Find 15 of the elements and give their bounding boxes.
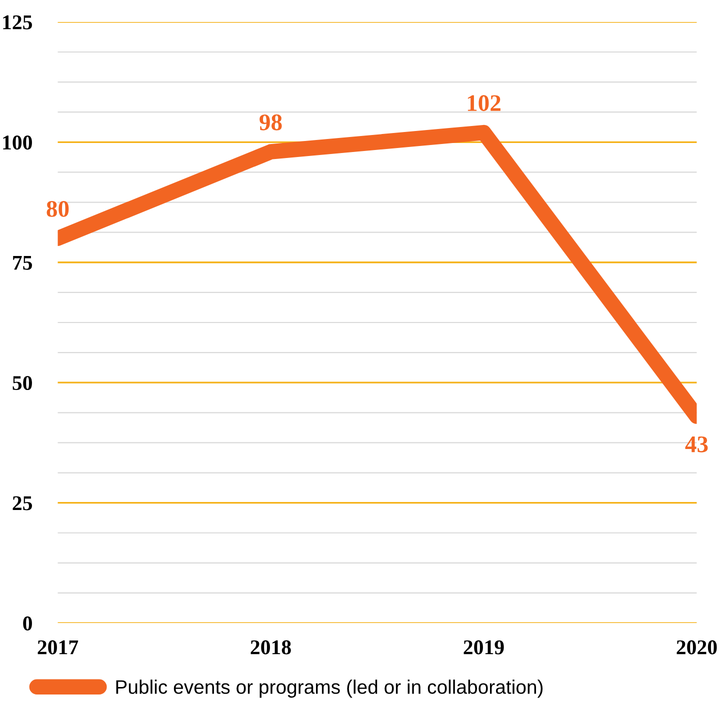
y-tick-label: 100: [3, 136, 32, 150]
x-tick-label: 2017: [38, 640, 78, 654]
data-label: 80: [46, 200, 69, 217]
y-tick-label: 25: [12, 496, 32, 510]
y-tick-label: 75: [13, 256, 32, 270]
data-label: 102: [468, 95, 500, 112]
y-tick-label: 125: [3, 15, 32, 30]
data-label: 98: [260, 114, 282, 130]
legend-label: Public events or programs (led or in collaboration): [116, 680, 543, 698]
data-label: 43: [685, 436, 708, 452]
x-tick-label: 2019: [464, 640, 504, 654]
y-tick-label: 50: [12, 376, 32, 390]
x-tick-label: 2018: [250, 640, 291, 654]
x-tick-label: 2020: [676, 640, 717, 654]
y-tick-label: 0: [23, 616, 32, 630]
